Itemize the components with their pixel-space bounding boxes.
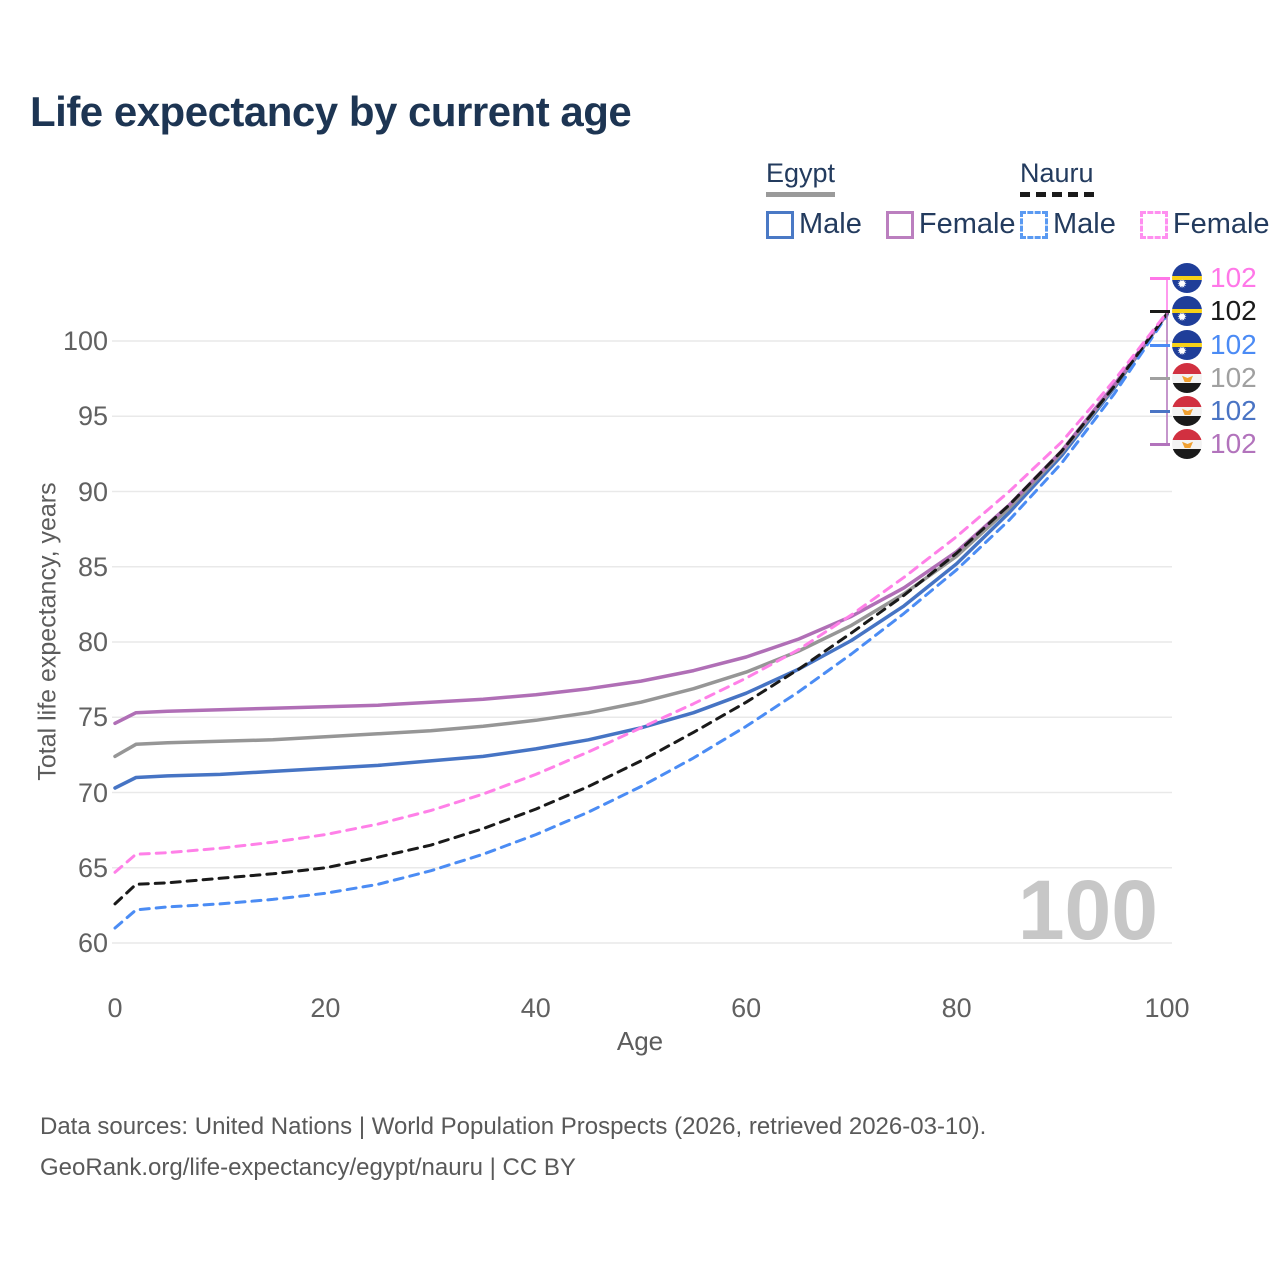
footer: Data sources: United Nations | World Pop… [40, 1106, 986, 1188]
y-tick-label-75: 75 [77, 702, 108, 733]
y-tick-label-65: 65 [77, 852, 108, 883]
egypt-flag-icon [1172, 363, 1202, 393]
legend-swatch-icon [1020, 210, 1048, 239]
end-label-row-nauru: 102 [1150, 295, 1257, 327]
series-line-egypt [113, 312, 1169, 759]
end-value-egypt-female: 102 [1210, 428, 1257, 459]
series-line-egypt-male [113, 312, 1169, 790]
series-line-egypt-female [113, 312, 1169, 726]
series-line-nauru-female [113, 310, 1169, 874]
legend-underline-dashed [1020, 192, 1094, 197]
legend-group-title-wrap: Egypt [766, 158, 836, 197]
legend-item-nauru-male[interactable]: Male [1020, 208, 1116, 241]
y-tick-label-95: 95 [77, 401, 108, 432]
end-label-row-egypt: 102 [1150, 362, 1257, 394]
x-axis-title: Age [616, 1026, 664, 1056]
legend-group-egypt: Egypt Male Female [766, 158, 1040, 241]
legend-item-label: Female [1172, 208, 1270, 240]
legend-swatch-icon [766, 210, 794, 239]
age-watermark: 100 [1017, 863, 1158, 957]
legend-underline-solid [766, 192, 836, 197]
legend-swatch-icon [1139, 210, 1168, 239]
end-value-nauru: 102 [1210, 295, 1257, 326]
egypt-flag-icon [1172, 396, 1202, 426]
end-label-row-nauru-female: 102 [1150, 262, 1257, 294]
legend-group-title: Egypt [766, 158, 836, 188]
egypt-flag-icon [1172, 429, 1202, 459]
nauru-flag-icon [1172, 263, 1202, 293]
legend-items-row: Male Female [766, 208, 1040, 241]
end-value-egypt-male: 102 [1210, 395, 1257, 426]
y-tick-label-70: 70 [77, 777, 108, 808]
end-label-tick [1150, 442, 1170, 446]
y-tick-label-100: 100 [62, 326, 108, 356]
y-tick-label-60: 60 [77, 928, 108, 958]
end-label-tick [1150, 343, 1170, 347]
legend-group-title-wrap: Nauru [1020, 158, 1094, 197]
series-line-nauru [113, 312, 1169, 906]
footer-url-line: GeoRank.org/life-expectancy/egypt/nauru … [40, 1154, 576, 1181]
series-line-nauru-male [113, 313, 1169, 930]
y-tick-label-90: 90 [77, 476, 108, 507]
x-tick-label-20: 20 [310, 993, 341, 1023]
legend-swatch-icon [885, 210, 914, 239]
end-label-row-egypt-female: 102 [1150, 428, 1257, 460]
y-tick-label-85: 85 [77, 551, 108, 582]
legend-items-row: Male Female [1020, 208, 1280, 241]
legend-item-label: Male [799, 208, 862, 240]
legend-group-title: Nauru [1020, 158, 1094, 188]
end-label-tick [1150, 309, 1170, 313]
end-label-tick [1150, 409, 1170, 413]
x-tick-label-80: 80 [941, 993, 972, 1023]
x-tick-label-40: 40 [520, 993, 551, 1023]
end-label-row-nauru-male: 102 [1150, 329, 1257, 361]
nauru-flag-icon [1172, 296, 1202, 326]
end-label-tick [1150, 276, 1170, 280]
legend-item-nauru-female[interactable]: Female [1139, 208, 1270, 241]
page-title: Life expectancy by current age [30, 88, 632, 135]
x-tick-label-60: 60 [731, 993, 762, 1023]
x-tick-label-100: 100 [1144, 993, 1190, 1023]
x-tick-label-0: 0 [107, 993, 123, 1023]
legend-group-nauru: Nauru Male Female [1020, 158, 1280, 241]
legend-item-egypt-male[interactable]: Male [766, 208, 862, 241]
legend-item-label: Female [918, 208, 1016, 240]
legend-item-label: Male [1053, 208, 1116, 240]
legend-item-egypt-female[interactable]: Female [885, 208, 1016, 241]
end-value-nauru-female: 102 [1210, 262, 1257, 293]
end-value-nauru-male: 102 [1210, 329, 1257, 360]
end-label-tick [1150, 376, 1170, 380]
nauru-flag-icon [1172, 330, 1202, 360]
end-label-row-egypt-male: 102 [1150, 395, 1257, 427]
footer-source-line: Data sources: United Nations | World Pop… [40, 1113, 987, 1140]
y-tick-label-80: 80 [77, 627, 108, 657]
end-value-egypt: 102 [1210, 362, 1257, 393]
